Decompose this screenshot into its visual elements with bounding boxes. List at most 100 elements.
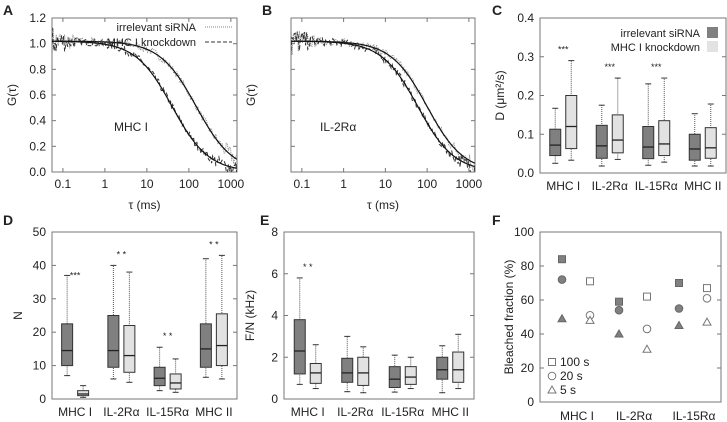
y-axis-label: G(τ) xyxy=(5,84,19,106)
y-tick-label: 0.4 xyxy=(517,11,534,25)
box-irrelevant xyxy=(341,335,354,393)
data-series-knockdown xyxy=(52,27,237,172)
box-irrelevant xyxy=(595,104,608,167)
box-iqr xyxy=(107,315,120,368)
box-iqr xyxy=(595,124,608,159)
y-axis-label: F/N (kHz) xyxy=(243,290,257,341)
panel-C xyxy=(539,17,727,174)
category-label: IL-2Rα xyxy=(103,405,139,419)
box-irrelevant xyxy=(153,346,166,392)
panel-label-c: C xyxy=(492,2,503,18)
data-point-square xyxy=(615,297,623,306)
y-tick-label: 0.0 xyxy=(517,166,534,180)
y-tick-label: 1.0 xyxy=(29,37,46,51)
box-irrelevant xyxy=(436,345,449,394)
y-axis-label: G(τ) xyxy=(244,84,258,106)
legend-marker-triangle xyxy=(547,384,557,394)
y-tick-label: 0 xyxy=(39,392,46,406)
data-point-circle xyxy=(642,324,652,334)
panel-label-b: B xyxy=(262,2,273,18)
box-knockdown xyxy=(658,77,671,163)
x-tick-label: 1000 xyxy=(456,177,483,191)
panel-E xyxy=(283,231,475,400)
legend-label: 20 s xyxy=(560,369,583,383)
data-point-triangle xyxy=(614,328,624,338)
data-point-square xyxy=(675,279,683,287)
data-point-circle xyxy=(674,304,684,313)
box-iqr xyxy=(611,114,624,154)
box-iqr xyxy=(169,373,182,390)
fit-curve-knockdown xyxy=(52,40,237,169)
data-point-triangle xyxy=(674,320,684,329)
box-iqr xyxy=(123,325,136,373)
data-point-triangle xyxy=(642,344,652,353)
box-knockdown xyxy=(77,385,90,398)
box-knockdown xyxy=(357,346,370,394)
x-tick-label: 100 xyxy=(179,177,199,191)
panel-F xyxy=(539,231,722,403)
y-tick-label: 0.8 xyxy=(29,62,46,76)
x-tick-label: 1 xyxy=(102,177,109,191)
box-irrelevant xyxy=(549,107,562,164)
legend-swatch xyxy=(707,41,718,52)
box-iqr xyxy=(388,366,401,389)
data-point-circle xyxy=(614,305,624,315)
category-label: IL-15Rα xyxy=(381,405,424,419)
category-label: MHC II xyxy=(684,179,721,193)
category-label: MHC II xyxy=(432,405,469,419)
box-knockdown xyxy=(565,60,578,161)
significance-marker: * * xyxy=(303,262,313,272)
legend-label: irrelevant siRNA xyxy=(621,28,701,40)
y-tick-label: 4 xyxy=(271,309,278,323)
data-point-circle xyxy=(702,294,712,303)
box-knockdown xyxy=(704,103,717,167)
box-irrelevant xyxy=(642,83,655,166)
x-tick-label: 10 xyxy=(140,177,154,191)
legend-label: MHC I knockdown xyxy=(611,42,700,54)
y-tick-label: 80 xyxy=(521,259,535,273)
x-tick-label: 0.1 xyxy=(293,177,310,191)
box-iqr xyxy=(565,95,578,150)
legend-label: MHC I knockdown xyxy=(107,37,196,49)
box-irrelevant xyxy=(688,113,701,167)
x-axis-label: τ (ms) xyxy=(367,198,399,212)
category-label: IL-15Rα xyxy=(146,405,189,419)
box-iqr xyxy=(293,319,306,375)
box-iqr xyxy=(688,133,701,161)
category-label: MHC I xyxy=(546,179,580,193)
box-iqr xyxy=(61,323,74,367)
x-tick-label: 1000 xyxy=(218,177,245,191)
y-tick-label: 0.6 xyxy=(29,88,46,102)
y-tick-label: 6 xyxy=(271,267,278,281)
box-knockdown xyxy=(309,344,322,390)
box-knockdown xyxy=(404,356,417,390)
plot-frame xyxy=(51,231,238,400)
category-label: MHC II xyxy=(195,405,232,419)
category-label: MHC I xyxy=(291,405,325,419)
significance-marker: *** xyxy=(651,62,662,72)
box-iqr xyxy=(357,356,370,386)
y-tick-label: 50 xyxy=(33,225,47,239)
y-tick-label: 20 xyxy=(33,325,47,339)
fit-curve-irrelevant xyxy=(51,40,238,160)
category-label: MHC I xyxy=(58,405,92,419)
y-tick-label: 10 xyxy=(33,359,47,373)
box-knockdown xyxy=(452,333,465,390)
y-axis-label: D (μm²/s) xyxy=(493,70,507,120)
y-tick-label: 0.2 xyxy=(29,139,46,153)
category-label: MHC I xyxy=(560,409,594,422)
y-axis-label: N xyxy=(11,311,25,320)
x-tick-label: 0.1 xyxy=(55,177,72,191)
y-tick-label: 1.2 xyxy=(29,11,46,25)
y-tick-label: 60 xyxy=(521,293,535,307)
box-iqr xyxy=(153,366,166,387)
y-tick-label: 0.3 xyxy=(517,50,534,64)
data-point-triangle xyxy=(557,313,567,323)
data-series-irrelevant xyxy=(291,28,475,171)
y-axis-label: Bleached fraction (%) xyxy=(502,260,516,375)
y-tick-label: 0.4 xyxy=(29,114,46,128)
y-tick-label: 40 xyxy=(33,258,47,272)
panel-annotation: IL-2Rα xyxy=(320,120,356,134)
box-irrelevant xyxy=(293,277,306,385)
